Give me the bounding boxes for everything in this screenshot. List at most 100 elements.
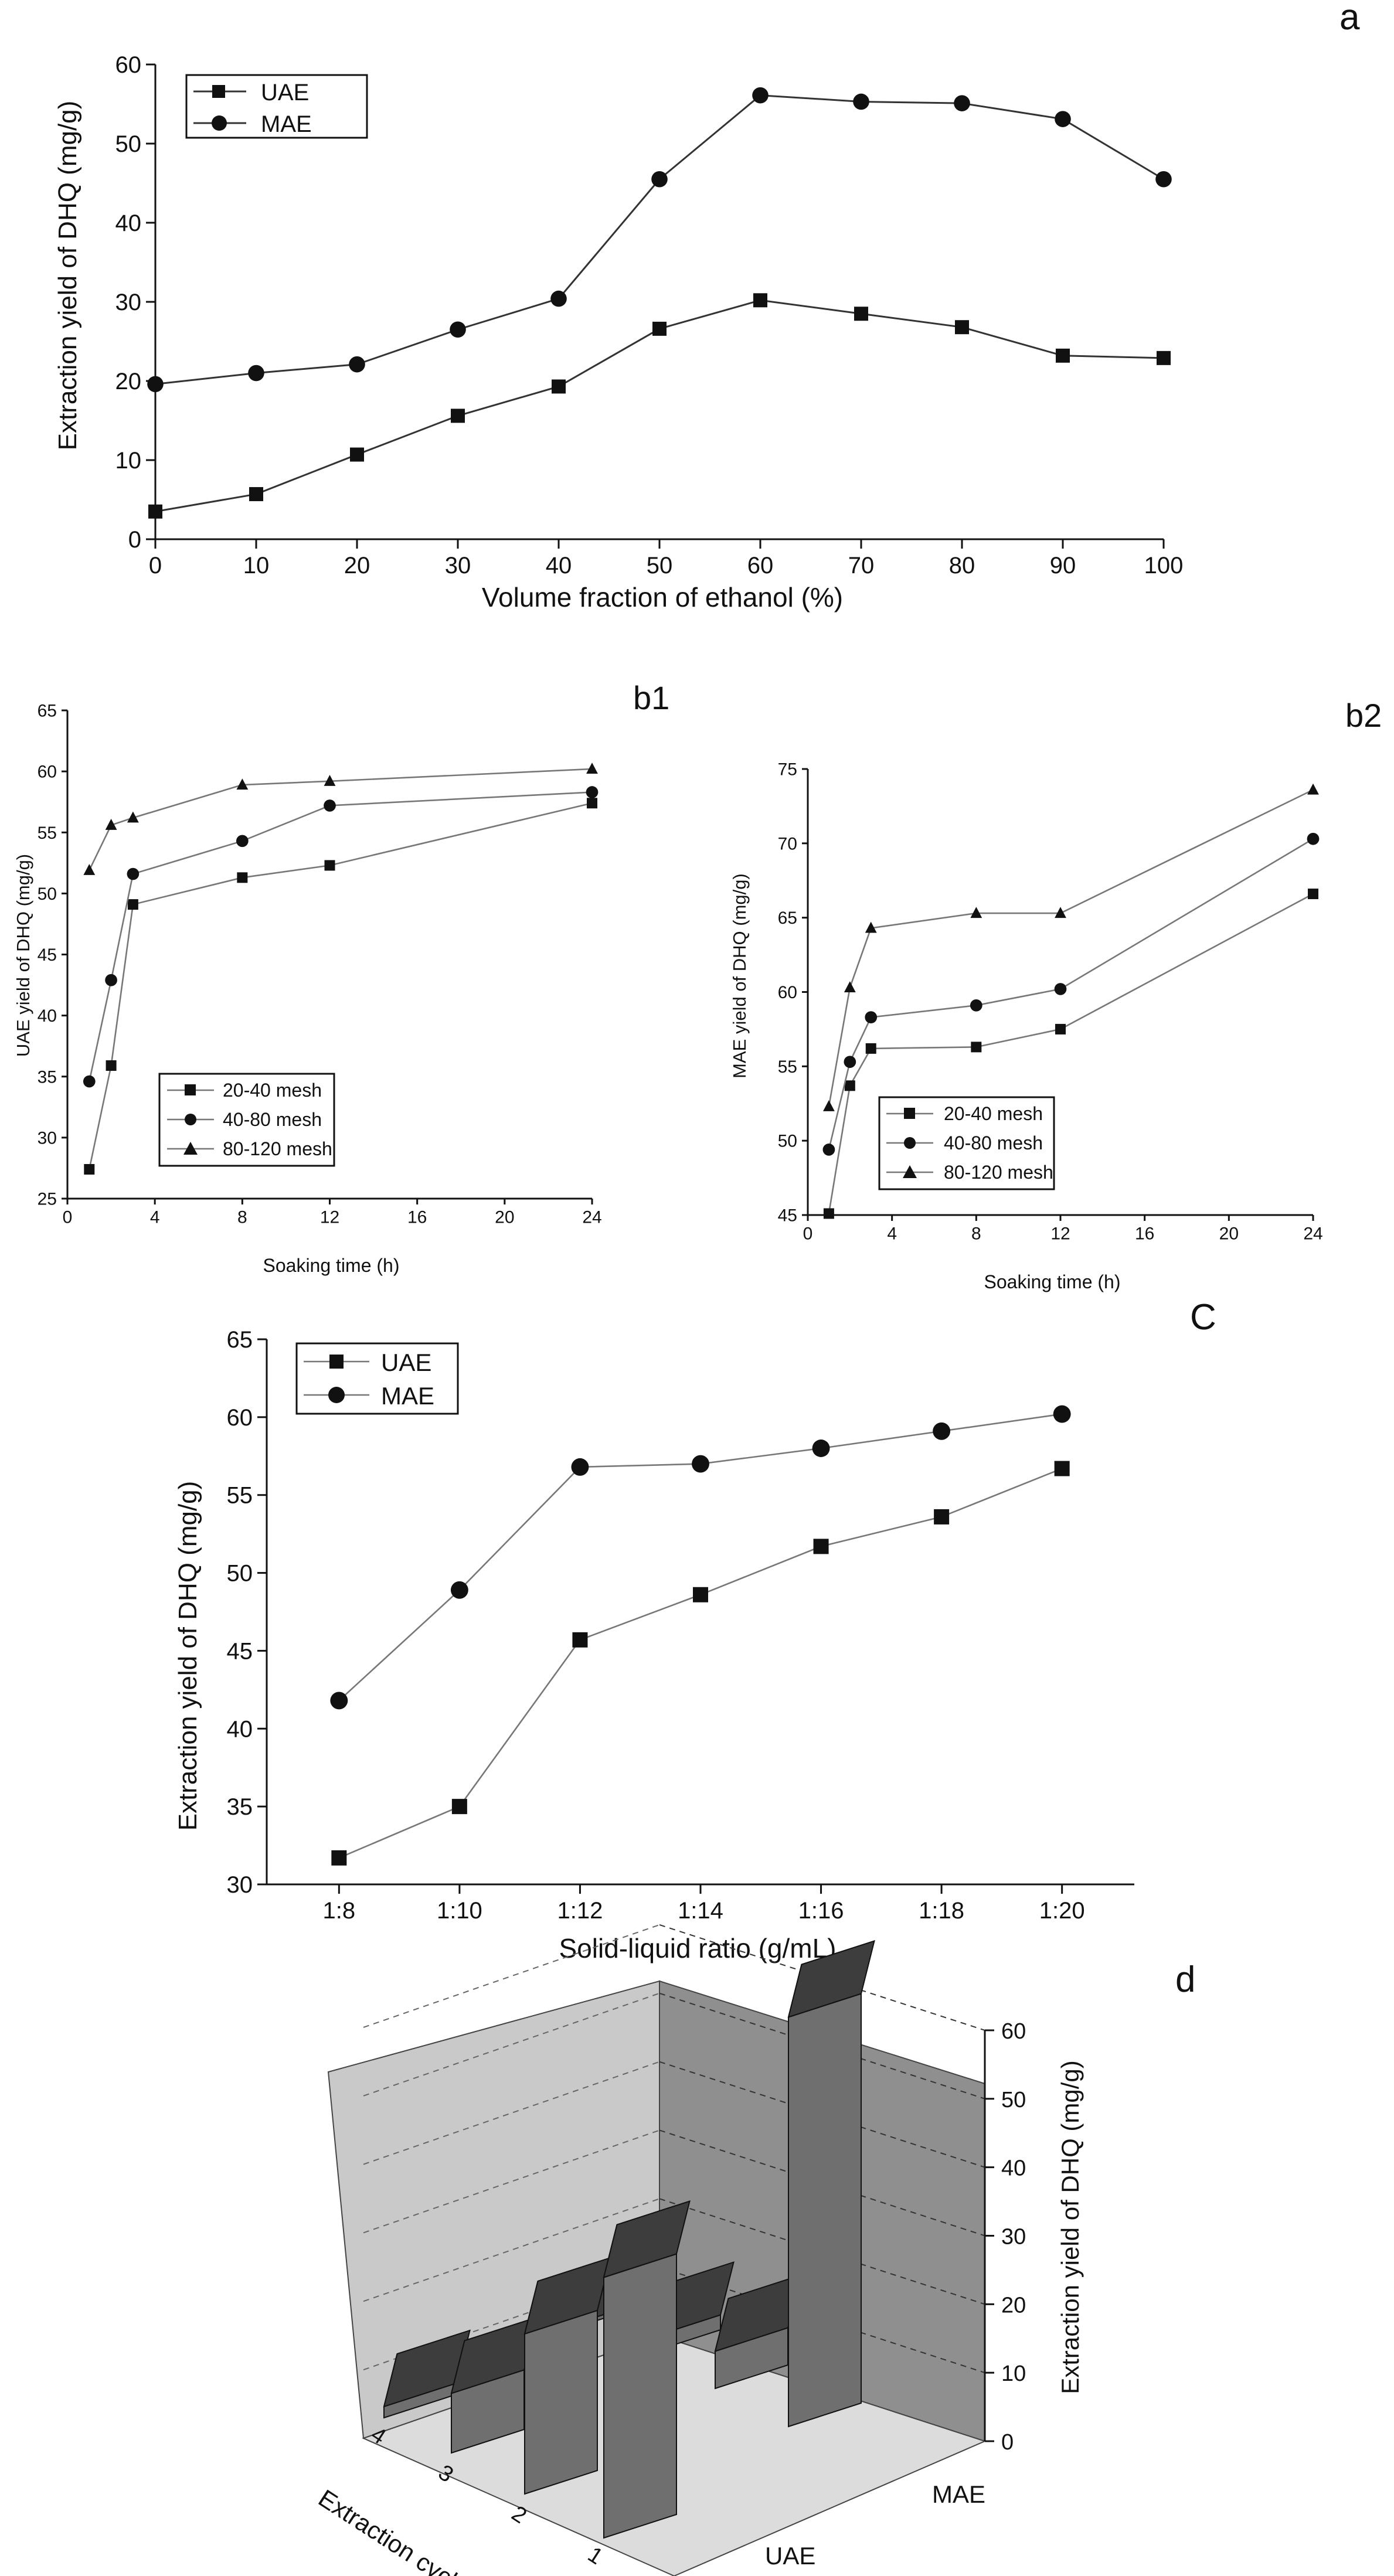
panel-b2-legend: 20-40 mesh 40-80 mesh 80-120 mesh	[878, 1096, 1055, 1190]
c-y-tick-label: 45	[227, 1638, 253, 1664]
b2-series-1-point	[1307, 832, 1320, 845]
c-x-tick-label: 1:16	[798, 1898, 844, 1924]
b2-series-1-point	[844, 1056, 856, 1068]
b2-series-1-point	[865, 1011, 878, 1023]
a-x-tick-label: 100	[1144, 553, 1184, 579]
legend-b2-20-40-label: 20-40 mesh	[944, 1103, 1043, 1124]
panel-d-bar-uae-cycle-3	[450, 2316, 538, 2454]
panel-d-bar-uae-cycle-4	[383, 2329, 471, 2419]
b1-y-tick-label: 30	[38, 1128, 57, 1148]
a-series-0-point	[350, 447, 364, 462]
b2-x-tick-label: 12	[1050, 1224, 1070, 1244]
legend-80-120-marker	[183, 1142, 198, 1155]
panel-b2-x-axis-label: Soaking time (h)	[984, 1271, 1121, 1292]
b2-x-tick-label: 24	[1303, 1224, 1322, 1244]
b2-series-1-point	[822, 1144, 835, 1156]
b2-series-2-point	[1055, 907, 1066, 918]
panel-b1-label: b1	[633, 679, 669, 716]
a-series-0-point	[249, 487, 263, 502]
b1-y-tick-label: 50	[38, 884, 57, 904]
b1-series-2-point	[236, 778, 249, 790]
panel-d-bar-front-face	[603, 2253, 677, 2539]
a-x-tick-label: 70	[848, 553, 875, 579]
b1-x-tick-label: 24	[582, 1208, 601, 1227]
panel-b2-line-chart: b2 45 50 55 60 65 70 75 0 4 8 12 16 20 24 Soaking tim…	[729, 697, 1382, 1292]
b2-y-tick-label: 75	[778, 760, 797, 780]
b2-series-2-point	[970, 907, 982, 918]
c-y-tick-label: 55	[227, 1483, 253, 1509]
legend-20-40-marker	[185, 1084, 196, 1095]
c-series-1-point	[933, 1422, 951, 1440]
panel-a-line-chart: a 0 10 20 30 40 50 60 0 10 20 30 40 50 60 70 80 90 100 Vo…	[53, 0, 1360, 612]
b2-series-0-point	[1308, 889, 1318, 900]
c-series-1-point	[692, 1455, 709, 1473]
panel-c-legend: UAE MAE	[295, 1342, 459, 1415]
a-series-1-point	[752, 87, 769, 104]
b2-y-tick-label: 45	[778, 1206, 797, 1226]
a-series-1-point	[349, 356, 365, 373]
legend-c-mae-label: MAE	[381, 1382, 434, 1410]
b2-series-1-point	[1054, 983, 1067, 995]
panel-d-bar-uae-cycle-1	[603, 2200, 691, 2539]
a-x-tick-label: 80	[949, 553, 975, 579]
a-y-tick-label: 10	[115, 448, 142, 474]
legend-40-80-label: 40-80 mesh	[223, 1109, 322, 1130]
legend-c-uae-marker	[329, 1355, 344, 1369]
c-x-tick-label: 1:10	[437, 1898, 482, 1924]
legend-c-mae-marker	[328, 1387, 345, 1403]
b2-x-tick-label: 4	[887, 1224, 897, 1244]
c-series-0-point	[572, 1632, 588, 1648]
legend-mae-label: MAE	[261, 111, 312, 137]
c-x-tick-label: 1:12	[557, 1898, 603, 1924]
legend-80-120-label: 80-120 mesh	[223, 1138, 332, 1159]
a-x-tick-label: 30	[445, 553, 471, 579]
legend-uae-marker	[212, 85, 225, 98]
panel-a-label: a	[1339, 0, 1360, 38]
c-series-1-point	[450, 1581, 468, 1599]
a-series-1-point	[651, 171, 668, 188]
panel-d-x-axis-label: Extraction cycles	[314, 2484, 484, 2576]
c-x-tick-label: 1:20	[1039, 1898, 1085, 1924]
b1-y-tick-label: 25	[38, 1190, 57, 1209]
panel-b2-y-axis-label: MAE yield of DHQ (mg/g)	[729, 873, 750, 1078]
c-series-0-point	[813, 1539, 829, 1554]
b2-x-tick-label: 16	[1135, 1224, 1154, 1244]
b2-y-tick-label: 70	[778, 834, 797, 853]
c-series-0-point	[331, 1850, 347, 1866]
legend-b2-80-120-label: 80-120 mesh	[944, 1162, 1053, 1183]
b2-y-tick-label: 60	[778, 983, 797, 1002]
b1-series-2-point	[586, 763, 598, 774]
b2-series-0-point	[823, 1208, 834, 1219]
b1-series-2-line	[89, 768, 593, 871]
b1-y-tick-label: 55	[38, 823, 57, 843]
c-y-tick-label: 40	[227, 1716, 253, 1742]
b2-series-0-point	[971, 1042, 982, 1053]
b1-y-tick-label: 35	[38, 1067, 57, 1087]
panel-d-z-tick-label: 20	[1001, 2293, 1026, 2318]
b1-series-0-line	[89, 802, 593, 1170]
panel-d-bar-top-face	[787, 1939, 875, 2019]
panel-d-bar-top-face	[603, 2200, 691, 2279]
panel-d-z-tick-label: 40	[1001, 2156, 1026, 2181]
panel-d-bar-top-face	[383, 2329, 471, 2408]
b1-y-tick-label: 65	[38, 702, 57, 721]
b2-x-tick-label: 8	[971, 1224, 981, 1244]
b1-series-1-point	[586, 786, 599, 798]
b1-x-tick-label: 12	[320, 1208, 339, 1227]
c-y-tick-label: 50	[227, 1561, 253, 1587]
c-series-1-point	[571, 1458, 589, 1476]
b1-series-1-point	[83, 1075, 96, 1088]
b2-series-1-line	[828, 838, 1314, 1150]
panel-d-bar-front-face	[524, 2309, 598, 2495]
panel-d-cycle-label: 1	[583, 2542, 607, 2570]
b1-series-1-point	[105, 974, 117, 986]
panel-b1-x-axis-label: Soaking time (h)	[263, 1255, 400, 1276]
a-series-0-point	[1056, 348, 1070, 363]
a-series-0-point	[753, 293, 767, 308]
a-series-1-point	[954, 95, 970, 111]
legend-uae-label: UAE	[261, 80, 309, 106]
b1-series-2-point	[83, 864, 96, 875]
b2-series-2-point	[865, 921, 877, 933]
c-x-tick-label: 1:14	[678, 1898, 723, 1924]
